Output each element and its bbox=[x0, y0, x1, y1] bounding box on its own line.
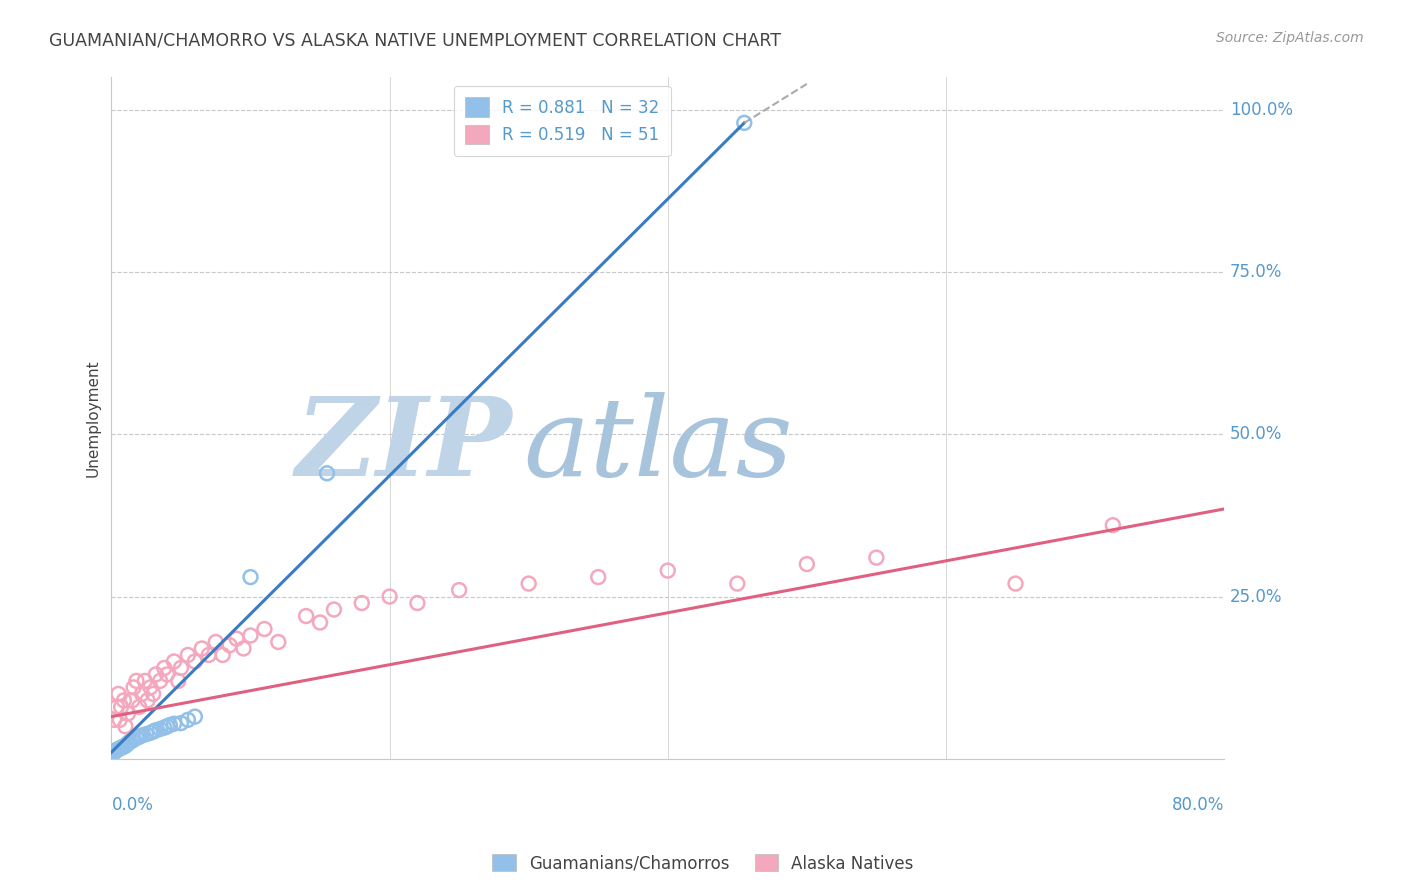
Point bbox=[406, 596, 429, 610]
Point bbox=[184, 655, 207, 669]
Point bbox=[586, 570, 609, 584]
Point bbox=[197, 648, 219, 662]
Legend: Guamanians/Chamorros, Alaska Natives: Guamanians/Chamorros, Alaska Natives bbox=[485, 847, 921, 880]
Text: Source: ZipAtlas.com: Source: ZipAtlas.com bbox=[1216, 31, 1364, 45]
Text: 75.0%: 75.0% bbox=[1230, 263, 1282, 281]
Point bbox=[139, 726, 162, 740]
Point bbox=[145, 667, 167, 681]
Point bbox=[110, 740, 132, 755]
Text: 80.0%: 80.0% bbox=[1171, 797, 1225, 814]
Y-axis label: Unemployment: Unemployment bbox=[86, 359, 100, 477]
Point bbox=[122, 681, 145, 695]
Point bbox=[517, 576, 540, 591]
Point bbox=[110, 699, 132, 714]
Point bbox=[449, 583, 471, 598]
Point bbox=[170, 661, 193, 675]
Text: atlas: atlas bbox=[523, 392, 793, 500]
Point bbox=[108, 713, 131, 727]
Point bbox=[350, 596, 373, 610]
Point bbox=[115, 738, 138, 752]
Point bbox=[865, 550, 887, 565]
Text: ZIP: ZIP bbox=[295, 392, 512, 500]
Point bbox=[167, 673, 190, 688]
Point bbox=[125, 731, 148, 745]
Point bbox=[323, 602, 346, 616]
Point bbox=[121, 733, 143, 747]
Point bbox=[156, 719, 179, 733]
Point bbox=[239, 570, 262, 584]
Point bbox=[142, 687, 165, 701]
Point bbox=[153, 661, 176, 675]
Point bbox=[156, 667, 179, 681]
Point bbox=[225, 632, 247, 646]
Point bbox=[104, 744, 127, 758]
Point bbox=[108, 741, 131, 756]
Point bbox=[117, 706, 139, 721]
Point bbox=[122, 732, 145, 747]
Point bbox=[316, 467, 339, 481]
Point bbox=[725, 576, 748, 591]
Point bbox=[135, 727, 157, 741]
Point bbox=[103, 713, 125, 727]
Point bbox=[134, 673, 156, 688]
Point bbox=[131, 728, 153, 742]
Point bbox=[125, 673, 148, 688]
Point bbox=[114, 739, 136, 753]
Text: 0.0%: 0.0% bbox=[111, 797, 153, 814]
Point bbox=[232, 641, 254, 656]
Point bbox=[218, 638, 240, 652]
Point bbox=[204, 635, 226, 649]
Point bbox=[267, 635, 290, 649]
Point bbox=[177, 648, 200, 662]
Point bbox=[733, 116, 755, 130]
Point bbox=[211, 648, 233, 662]
Point bbox=[1004, 576, 1026, 591]
Point bbox=[103, 745, 125, 759]
Point bbox=[159, 718, 181, 732]
Point bbox=[107, 687, 129, 701]
Point bbox=[184, 709, 207, 723]
Point bbox=[128, 699, 150, 714]
Point bbox=[142, 724, 165, 739]
Point bbox=[131, 687, 153, 701]
Point bbox=[253, 622, 276, 636]
Point bbox=[170, 716, 193, 731]
Point bbox=[796, 557, 818, 571]
Point bbox=[111, 740, 134, 755]
Point bbox=[145, 723, 167, 738]
Text: 50.0%: 50.0% bbox=[1230, 425, 1282, 443]
Point bbox=[112, 739, 135, 754]
Point bbox=[121, 693, 143, 707]
Point bbox=[1102, 518, 1125, 533]
Point bbox=[117, 736, 139, 750]
Point bbox=[139, 681, 162, 695]
Point bbox=[112, 693, 135, 707]
Point bbox=[105, 699, 128, 714]
Point bbox=[107, 742, 129, 756]
Point bbox=[239, 628, 262, 642]
Point bbox=[191, 641, 214, 656]
Point bbox=[378, 590, 401, 604]
Text: GUAMANIAN/CHAMORRO VS ALASKA NATIVE UNEMPLOYMENT CORRELATION CHART: GUAMANIAN/CHAMORRO VS ALASKA NATIVE UNEM… bbox=[49, 31, 782, 49]
Text: 25.0%: 25.0% bbox=[1230, 588, 1282, 606]
Point bbox=[118, 735, 141, 749]
Point bbox=[105, 742, 128, 756]
Point bbox=[309, 615, 332, 630]
Point bbox=[128, 730, 150, 744]
Point bbox=[149, 673, 172, 688]
Legend: R = 0.881   N = 32, R = 0.519   N = 51: R = 0.881 N = 32, R = 0.519 N = 51 bbox=[454, 86, 671, 156]
Point bbox=[177, 713, 200, 727]
Text: 100.0%: 100.0% bbox=[1230, 101, 1292, 119]
Point bbox=[163, 655, 186, 669]
Point bbox=[136, 693, 159, 707]
Point bbox=[295, 609, 318, 624]
Point bbox=[163, 716, 186, 731]
Point bbox=[657, 564, 679, 578]
Point bbox=[114, 719, 136, 733]
Point bbox=[153, 721, 176, 735]
Point bbox=[149, 722, 172, 736]
